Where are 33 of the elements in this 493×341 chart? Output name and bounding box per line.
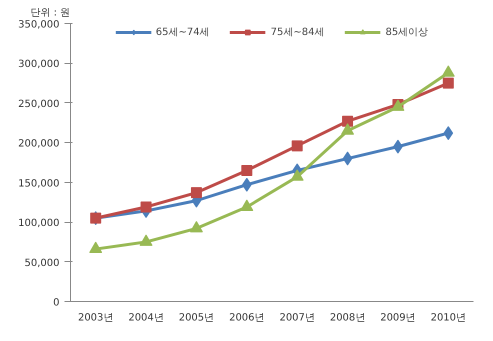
x-tick-label: 2009년	[380, 312, 416, 324]
point	[240, 200, 254, 211]
point	[242, 178, 252, 192]
y-tick-label: 100,000	[18, 218, 60, 230]
point	[290, 169, 304, 181]
point	[443, 126, 454, 140]
text: 단위 : 원	[30, 8, 70, 18]
point	[140, 234, 153, 246]
legend-label: 65세~74세	[156, 26, 210, 39]
x-tick-label: 2007년	[279, 312, 315, 324]
y-tick-label: 300,000	[18, 59, 60, 70]
x-tick-label: 2006년	[229, 312, 265, 324]
y-tick-label: 150,000	[18, 178, 60, 190]
y-tick-label: 250,000	[18, 98, 60, 110]
legend-label: 85세이상	[385, 26, 428, 39]
legend-label: 75세~84세	[270, 26, 324, 39]
point	[140, 201, 152, 212]
x-tick-label: 2003년	[78, 312, 114, 324]
point	[442, 78, 454, 89]
y-tick-label: 350,000	[18, 20, 60, 30]
y-tick-label: 50,000	[24, 258, 60, 269]
x-tick-label: 2010년	[430, 312, 466, 324]
point	[292, 140, 303, 152]
y-tick-label: 0	[53, 298, 60, 308]
x-tick-label: 2004년	[128, 312, 164, 324]
x-tick-label: 2008년	[330, 312, 366, 324]
point	[190, 187, 202, 198]
point	[89, 242, 102, 254]
point	[342, 116, 354, 127]
point	[241, 164, 252, 176]
y-tick-label: 200,000	[18, 138, 60, 150]
x-tick-label: 2005년	[178, 312, 214, 324]
point	[190, 221, 203, 232]
